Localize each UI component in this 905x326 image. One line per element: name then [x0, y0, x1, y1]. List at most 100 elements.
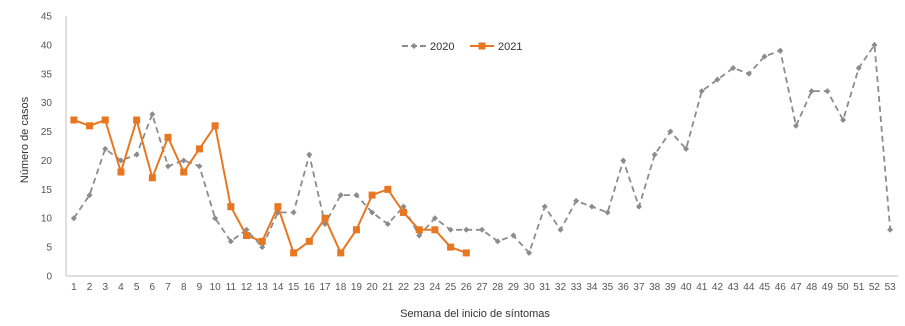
x-tick-label: 52: [869, 282, 881, 293]
data-point: [792, 122, 799, 129]
x-tick-label: 14: [272, 282, 284, 293]
data-point: [227, 203, 235, 211]
data-point: [573, 197, 580, 204]
x-tick-label: 1: [71, 282, 77, 293]
x-tick-label: 41: [696, 282, 708, 293]
data-point: [431, 215, 438, 222]
data-point: [745, 70, 752, 77]
legend-item-2020: 2020: [402, 41, 454, 53]
x-tick-label: 27: [476, 282, 488, 293]
x-tick-label: 22: [398, 282, 410, 293]
x-tick-label: 36: [618, 282, 630, 293]
x-axis-ticks: 1 2 3 4 5 6 7 8 9 10 11 12 13 14 15 16 17 18 19 20 21 22 23 24 2…: [71, 282, 896, 293]
data-point: [117, 157, 124, 164]
y-tick-label: 20: [41, 156, 53, 167]
data-point: [86, 122, 94, 130]
data-point: [462, 249, 470, 257]
data-point: [101, 116, 109, 124]
data-point: [165, 163, 172, 170]
y-tick-label: 40: [41, 40, 53, 51]
x-tick-label: 24: [429, 282, 441, 293]
y-tick-label: 35: [41, 69, 53, 80]
data-point: [180, 157, 187, 164]
data-point: [683, 145, 690, 152]
y-tick-label: 15: [41, 185, 53, 196]
data-point: [259, 244, 266, 251]
x-tick-label: 34: [586, 282, 598, 293]
x-tick-label: 26: [461, 282, 473, 293]
data-point: [447, 226, 454, 233]
data-point: [133, 116, 141, 124]
y-tick-label: 5: [46, 243, 52, 254]
series-2020: [70, 41, 894, 256]
data-point: [180, 168, 188, 176]
data-point: [887, 226, 894, 233]
x-tick-label: 44: [743, 282, 755, 293]
x-tick-label: 6: [150, 282, 156, 293]
data-point: [384, 185, 392, 193]
data-point: [274, 203, 282, 211]
data-point: [337, 192, 344, 199]
series-line-2021: [73, 119, 467, 254]
x-tick-label: 20: [367, 282, 379, 293]
data-point: [463, 226, 470, 233]
legend-label: 2021: [498, 41, 522, 53]
x-tick-label: 42: [712, 282, 724, 293]
x-tick-label: 16: [304, 282, 316, 293]
x-tick-label: 48: [806, 282, 818, 293]
x-tick-label: 28: [492, 282, 504, 293]
y-tick-label: 10: [41, 214, 53, 225]
data-point: [635, 203, 642, 210]
x-tick-label: 53: [885, 282, 897, 293]
x-tick-label: 33: [571, 282, 583, 293]
y-axis-ticks: 0 5 10 15 20 25 30 35 40 45: [41, 12, 53, 283]
data-point: [211, 122, 219, 130]
x-tick-label: 31: [539, 282, 551, 293]
data-point: [400, 203, 407, 210]
data-point: [431, 226, 439, 234]
x-tick-label: 40: [681, 282, 693, 293]
data-point: [855, 65, 862, 71]
data-point: [352, 226, 360, 234]
series-2021: [70, 116, 470, 257]
x-tick-label: 25: [445, 282, 457, 293]
data-point: [494, 238, 501, 245]
data-point: [148, 174, 156, 182]
x-tick-label: 37: [633, 282, 645, 293]
data-point: [290, 249, 298, 257]
data-point: [510, 232, 517, 239]
series-layer: [70, 41, 894, 257]
data-point: [526, 249, 533, 256]
x-axis-title: Semana del inicio de síntomas: [400, 308, 550, 320]
legend: 2020 2021: [402, 41, 522, 53]
data-point: [871, 41, 878, 48]
data-point: [698, 88, 705, 95]
data-point: [337, 249, 345, 257]
data-point: [70, 215, 77, 222]
x-tick-label: 5: [134, 282, 140, 293]
x-tick-label: 49: [822, 282, 834, 293]
x-tick-label: 4: [118, 282, 124, 293]
data-point: [212, 215, 219, 222]
legend-label: 2020: [430, 41, 454, 53]
data-point: [368, 191, 376, 199]
x-tick-label: 32: [555, 282, 567, 293]
x-tick-label: 21: [382, 282, 394, 293]
data-point: [384, 221, 391, 227]
data-point: [620, 157, 627, 164]
data-point: [714, 76, 721, 83]
data-point: [243, 232, 251, 240]
x-tick-label: 38: [649, 282, 661, 293]
data-point: [400, 208, 408, 216]
data-point: [415, 226, 423, 234]
x-tick-label: 50: [837, 282, 849, 293]
x-tick-label: 13: [257, 282, 269, 293]
x-tick-label: 11: [226, 282, 237, 293]
data-point: [761, 53, 768, 60]
y-tick-label: 0: [46, 272, 52, 283]
x-tick-label: 7: [165, 282, 171, 293]
data-point: [86, 192, 93, 199]
data-point: [149, 111, 156, 118]
x-tick-label: 45: [759, 282, 771, 293]
